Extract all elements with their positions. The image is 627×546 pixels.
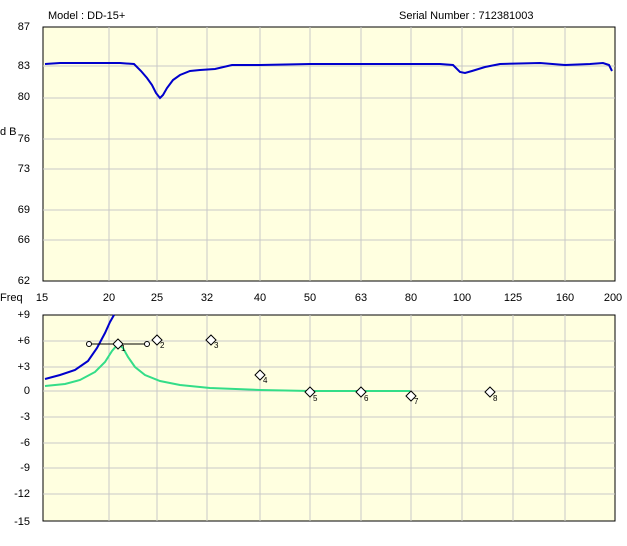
y-tick-label: 80 (17, 91, 30, 103)
eq-y-tick-label: -12 (14, 488, 30, 500)
band-8-label: 8 (493, 394, 498, 403)
band-6-handle[interactable]: 6 (355, 386, 369, 403)
band-6-label: 6 (364, 394, 369, 403)
band-1-bandwidth-right-handle[interactable] (144, 341, 150, 347)
x-tick-label: 40 (253, 292, 267, 304)
band-5-handle[interactable]: 5 (304, 386, 318, 403)
eq-y-tick-label: +9 (17, 309, 30, 321)
band-4-handle[interactable]: 4 (254, 369, 268, 385)
x-tick-label: 160 (555, 292, 575, 304)
band-5-label: 5 (313, 394, 318, 403)
x-tick-label: 80 (404, 292, 418, 304)
eq-graph-area (42, 314, 616, 522)
x-axis-title: Freq (0, 292, 23, 304)
eq-y-tick-label: -6 (20, 437, 30, 449)
band-1-handle[interactable]: 1 (86, 338, 150, 353)
band-8-marker[interactable] (484, 386, 496, 398)
x-tick-label: 100 (452, 292, 472, 304)
y-tick-label: 76 (17, 133, 30, 145)
x-tick-label: 63 (354, 292, 368, 304)
band-4-marker[interactable] (254, 369, 266, 381)
y-axis-title: d B (0, 126, 17, 138)
band-8-handle[interactable]: 8 (484, 386, 498, 403)
eq-grid (43, 315, 615, 521)
band-7-label: 7 (414, 397, 419, 406)
x-tick-label: 25 (150, 292, 164, 304)
eq-y-tick-label: -9 (20, 462, 30, 474)
response-grid (43, 27, 615, 281)
x-tick-label: 15 (35, 292, 49, 304)
y-tick-label: 66 (17, 234, 30, 246)
band-6-marker[interactable] (355, 386, 367, 398)
band-2-handle[interactable]: 2 (151, 334, 165, 350)
response-curve (44, 61, 613, 100)
y-tick-label: 69 (17, 204, 30, 216)
x-tick-label: 20 (102, 292, 116, 304)
band-3-handle[interactable]: 3 (205, 334, 219, 350)
band-1-bandwidth-left-handle[interactable] (86, 341, 92, 347)
y-tick-label: 83 (17, 60, 30, 72)
x-tick-label: 200 (603, 292, 623, 304)
band-3-label: 3 (214, 341, 219, 350)
band-7-marker[interactable] (405, 390, 417, 402)
y-tick-label: 62 (17, 275, 30, 287)
y-tick-label: 87 (17, 21, 30, 33)
band-1-marker[interactable] (112, 338, 124, 350)
eq-y-tick-label: 0 (23, 385, 30, 397)
band-1-label: 1 (121, 344, 126, 353)
band-7-handle[interactable]: 7 (405, 390, 419, 406)
band-2-marker[interactable] (151, 334, 163, 346)
x-tick-label: 125 (503, 292, 523, 304)
band-2-label: 2 (160, 341, 165, 350)
band-1-curve (44, 342, 410, 392)
x-tick-label: 50 (303, 292, 317, 304)
serial-number-label: Serial Number : 712381003 (399, 10, 534, 22)
band-3-marker[interactable] (205, 334, 217, 346)
response-graph-area (42, 26, 616, 282)
model-label: Model : DD-15+ (48, 10, 126, 22)
x-tick-label: 32 (200, 292, 214, 304)
band-4-label: 4 (263, 376, 268, 385)
eq-y-tick-label: +3 (17, 361, 30, 373)
band-5-marker[interactable] (304, 386, 316, 398)
eq-y-tick-label: -15 (14, 516, 30, 528)
y-tick-label: 73 (17, 163, 30, 175)
eq-y-tick-label: +6 (17, 335, 30, 347)
summed-eq-curve (44, 314, 115, 380)
eq-y-tick-label: -3 (20, 411, 30, 423)
